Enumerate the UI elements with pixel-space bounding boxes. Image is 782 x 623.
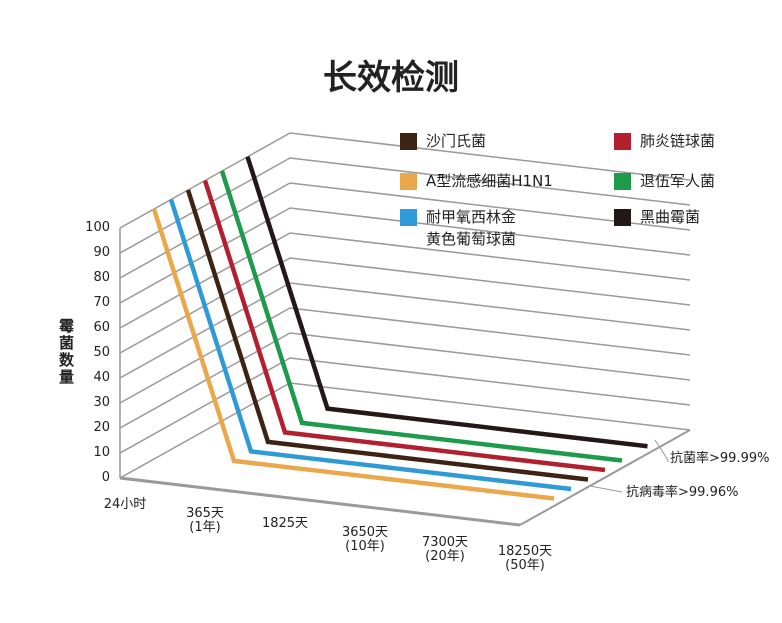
y-tick-label: 30 <box>93 395 110 410</box>
x-tick-label: 365天 (1年) <box>186 506 224 536</box>
legend-swatch <box>614 209 631 226</box>
series-line <box>151 208 555 501</box>
grid-line <box>119 357 691 454</box>
x-tick-label: 1825天 <box>261 515 309 531</box>
y-tick-label: 50 <box>93 345 110 360</box>
series-line <box>202 179 606 473</box>
y-tick-label: 0 <box>101 470 110 485</box>
x-tick-label: 3650天 (10年) <box>341 525 389 555</box>
legend-swatch <box>400 133 417 150</box>
y-tick-label: 90 <box>93 245 110 260</box>
y-tick-label: 60 <box>93 320 110 335</box>
y-tick-label: 20 <box>93 420 110 435</box>
grid-line <box>119 332 691 429</box>
x-tick-label: 7300天 (20年) <box>421 534 469 564</box>
legend-label: 耐甲氧西林金黄色葡萄球菌 <box>426 208 517 248</box>
y-tick-label: 100 <box>85 220 110 235</box>
x-tick-label: 18250天 (50年) <box>497 544 553 573</box>
series-line <box>168 198 572 492</box>
grid-line <box>119 382 691 479</box>
y-tick-label: 10 <box>93 445 110 460</box>
legend-swatch <box>400 173 417 190</box>
grid-line <box>119 232 691 329</box>
legend-label: 退伍军人菌 <box>640 172 716 190</box>
series-line <box>245 156 648 449</box>
chart-title: 长效检测 <box>323 58 459 98</box>
legend-label: A型流感细菌H1N1 <box>426 172 553 190</box>
annotation: 抗病毒率>99.96% <box>626 485 739 500</box>
legend-swatch <box>614 133 631 150</box>
grid-line <box>119 207 691 304</box>
y-axis-label: 霉菌数量 <box>57 318 75 386</box>
legend-swatch <box>614 173 631 190</box>
grid-line <box>119 282 691 379</box>
axis-line <box>119 476 521 527</box>
legend-label: 肺炎链球菌 <box>640 132 716 150</box>
series-line <box>219 170 623 463</box>
grid-line <box>119 307 691 404</box>
grid-line <box>119 182 691 279</box>
y-tick-label: 70 <box>93 295 110 310</box>
grid-line <box>119 132 691 229</box>
y-tick-label: 40 <box>93 370 110 385</box>
x-tick-label: 24小时 <box>103 497 147 512</box>
grid-line <box>119 257 691 354</box>
annotation: 抗菌率>99.99% <box>670 451 770 466</box>
legend-label: 沙门氏菌 <box>426 132 487 150</box>
annotation-line <box>589 485 623 493</box>
y-tick-label: 80 <box>93 270 110 285</box>
legend-label: 黑曲霉菌 <box>640 208 701 226</box>
legend-swatch <box>400 209 417 226</box>
annotation-line <box>654 439 669 462</box>
axis-line <box>519 429 691 526</box>
series-line <box>185 189 589 482</box>
